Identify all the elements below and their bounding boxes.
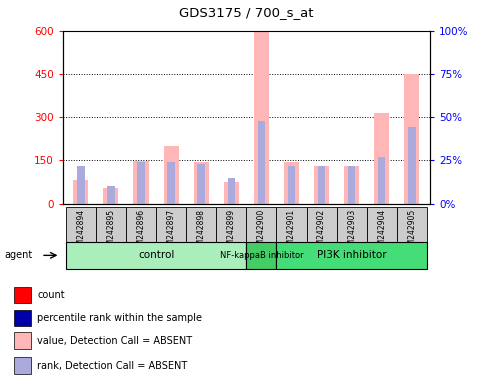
Bar [378, 157, 385, 204]
Bar [156, 207, 186, 242]
Bar [397, 207, 427, 242]
Bar [103, 188, 118, 204]
Text: GSM242894: GSM242894 [76, 209, 85, 255]
Bar [14, 333, 30, 349]
Bar [288, 166, 295, 204]
Bar [137, 162, 145, 204]
Bar [337, 207, 367, 242]
Text: PI3K inhibitor: PI3K inhibitor [317, 250, 386, 260]
Bar [276, 242, 427, 269]
Bar [164, 146, 179, 204]
Bar [66, 207, 96, 242]
Bar [73, 180, 88, 204]
Bar [194, 162, 209, 204]
Text: GSM242896: GSM242896 [137, 209, 145, 255]
Bar [257, 121, 265, 204]
Bar [167, 162, 175, 204]
Text: control: control [138, 250, 174, 260]
Text: GSM242901: GSM242901 [287, 209, 296, 255]
Bar [14, 358, 30, 374]
Bar [198, 164, 205, 204]
Bar [314, 166, 329, 204]
Text: GSM242904: GSM242904 [377, 209, 386, 255]
Bar [348, 166, 355, 204]
Bar [224, 182, 239, 204]
Bar [246, 242, 276, 269]
Bar [227, 178, 235, 204]
Bar [318, 166, 326, 204]
Bar [66, 242, 246, 269]
Text: GSM242897: GSM242897 [167, 209, 176, 255]
Text: GSM242902: GSM242902 [317, 209, 326, 255]
Bar [408, 127, 415, 204]
Bar [284, 162, 299, 204]
Text: count: count [38, 290, 65, 300]
Text: percentile rank within the sample: percentile rank within the sample [38, 313, 202, 323]
Bar [133, 161, 149, 204]
Text: NF-kappaB inhibitor: NF-kappaB inhibitor [220, 251, 303, 260]
Bar [374, 113, 389, 204]
Text: GSM242899: GSM242899 [227, 209, 236, 255]
Bar [77, 166, 85, 204]
Bar [216, 207, 246, 242]
Text: GSM242898: GSM242898 [197, 209, 206, 255]
Text: value, Detection Call = ABSENT: value, Detection Call = ABSENT [38, 336, 193, 346]
Bar [96, 207, 126, 242]
Bar [404, 74, 419, 204]
Text: agent: agent [5, 250, 33, 260]
Text: GSM242905: GSM242905 [407, 209, 416, 255]
Bar [107, 186, 114, 204]
Text: GSM242903: GSM242903 [347, 209, 356, 255]
Bar [246, 207, 276, 242]
Bar [276, 207, 307, 242]
Bar [14, 287, 30, 303]
Bar [367, 207, 397, 242]
Text: GSM242900: GSM242900 [257, 209, 266, 255]
Bar [186, 207, 216, 242]
Text: GDS3175 / 700_s_at: GDS3175 / 700_s_at [179, 6, 313, 19]
Bar [344, 166, 359, 204]
Text: GSM242895: GSM242895 [106, 209, 115, 255]
Text: rank, Detection Call = ABSENT: rank, Detection Call = ABSENT [38, 361, 188, 371]
Bar [307, 207, 337, 242]
Bar [14, 310, 30, 326]
Bar [254, 31, 269, 204]
Bar [126, 207, 156, 242]
